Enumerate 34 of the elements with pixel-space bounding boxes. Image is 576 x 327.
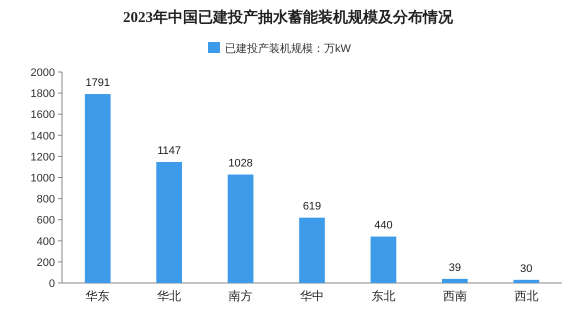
y-tick-label: 1600 — [30, 109, 55, 122]
y-tick-label: 800 — [36, 194, 55, 206]
data-label: 1028 — [228, 158, 253, 170]
chart-title: 2023年中国已建投产抽水蓄能装机规模及分布情况 — [123, 9, 454, 26]
bar — [370, 236, 396, 283]
data-label: 440 — [374, 220, 393, 232]
bar — [513, 280, 540, 283]
bar — [442, 278, 468, 283]
x-tick-label: 西北 — [514, 289, 538, 303]
data-label: 39 — [448, 262, 461, 274]
x-tick-label: 华北 — [157, 289, 182, 303]
bar — [156, 162, 182, 283]
bar — [228, 174, 254, 283]
data-label: 1791 — [85, 77, 110, 90]
bar — [84, 94, 111, 283]
x-tick-label: 西南 — [442, 289, 467, 303]
y-tick-label: 600 — [36, 214, 55, 227]
y-tick-label: 1000 — [30, 172, 55, 184]
y-tick-label: 0 — [48, 278, 55, 290]
data-label: 1147 — [157, 144, 181, 157]
y-tick-label: 200 — [36, 256, 55, 269]
y-tick-label: 1200 — [30, 151, 55, 164]
bar — [299, 218, 325, 283]
y-tick-label: 400 — [36, 236, 55, 248]
y-tick-label: 1400 — [30, 130, 55, 142]
x-tick-label: 华东 — [86, 289, 110, 303]
x-tick-label: 南方 — [228, 289, 253, 303]
x-tick-label: 华中 — [300, 289, 324, 303]
legend-label: 已建投产装机规模：万kW — [225, 42, 352, 55]
x-tick-label: 东北 — [371, 289, 396, 303]
data-label: 619 — [302, 200, 322, 213]
data-label: 30 — [520, 262, 532, 275]
y-tick-label: 1800 — [30, 88, 55, 100]
y-tick-label: 2000 — [30, 67, 55, 79]
